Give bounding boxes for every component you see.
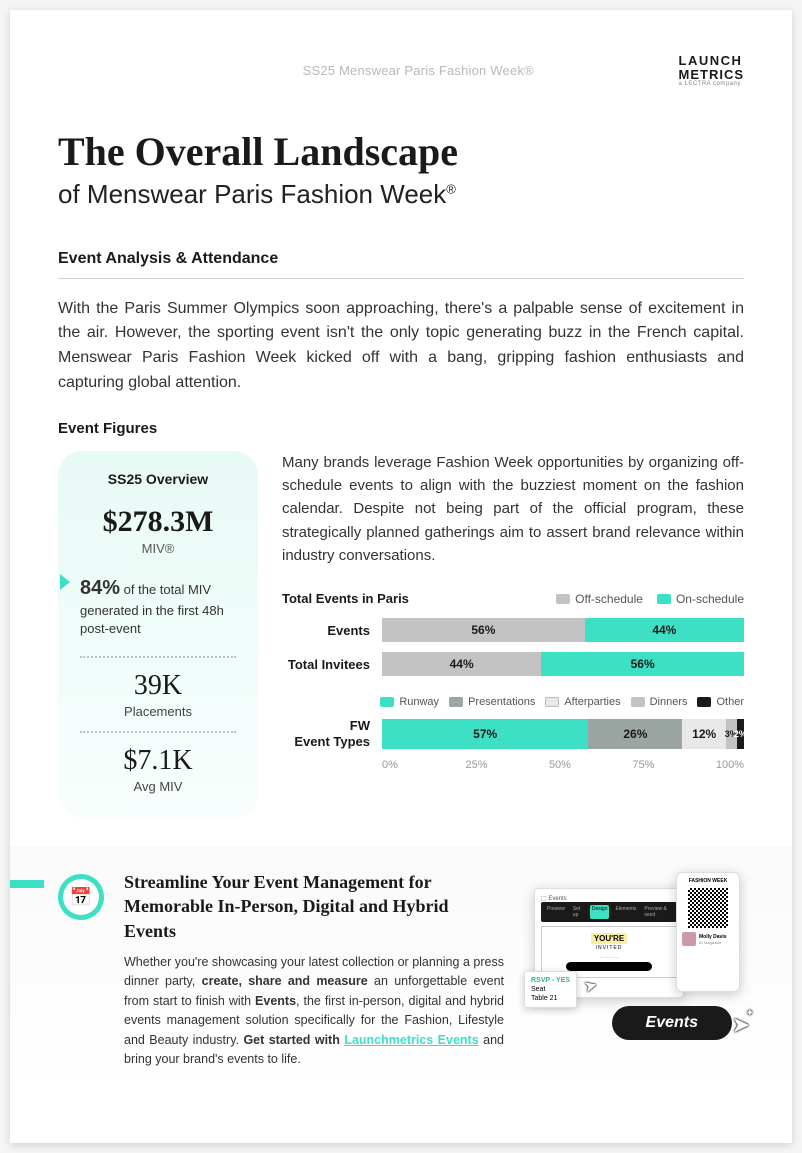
- qr-icon: [688, 888, 728, 928]
- overview-miv-label: MIV®: [74, 541, 242, 556]
- mock-tabs: PreviewSet upDesignElementsPreview & sen…: [541, 902, 677, 922]
- legend-item: Afterparties: [545, 696, 620, 708]
- chart1-legend: Off-schedule On-schedule: [556, 592, 744, 606]
- axis-tick: 75%: [632, 759, 715, 771]
- cta-text: Streamline Your Event Management for Mem…: [124, 870, 504, 1069]
- overview-avgmiv-value: $7.1K: [74, 745, 242, 777]
- chart2-row: FW Event Types 57%26%12%3%2%: [282, 718, 744, 749]
- bar-row: Total Invitees44%56%: [282, 652, 744, 676]
- ss25-overview-card: SS25 Overview $278.3M MIV® 84% of the to…: [58, 451, 258, 818]
- legend-item: Other: [697, 696, 744, 708]
- bar-segment: 2%: [737, 719, 744, 749]
- legend-item: Off-schedule: [556, 592, 643, 606]
- swatch-icon: [449, 697, 463, 707]
- mock-invite-word: YOU'RE: [591, 933, 627, 944]
- bar-track: 56%44%: [382, 618, 744, 642]
- bar-segment: 44%: [585, 618, 744, 642]
- section-event-analysis: Event Analysis & Attendance: [58, 250, 744, 279]
- chart2-row-label: FW Event Types: [282, 718, 382, 749]
- logo-sub: a LECTRA company: [679, 81, 745, 87]
- swatch-icon: [631, 697, 645, 707]
- section-event-figures: Event Figures: [58, 420, 744, 437]
- legend-item: On-schedule: [657, 592, 744, 606]
- calendar-icon: 📅: [63, 879, 99, 915]
- chart2-legend: Runway Presentations Afterparties Dinners Ot…: [282, 696, 744, 708]
- figures-description: Many brands leverage Fashion Week opport…: [282, 451, 744, 567]
- bar-segment: 12%: [682, 719, 725, 749]
- overview-placements-label: Placements: [74, 704, 242, 719]
- top-header: SS25 Menswear Paris Fashion Week® LAUNCH…: [58, 54, 744, 88]
- swatch-icon: [545, 697, 559, 707]
- cta-heading: Streamline Your Event Management for Mem…: [124, 870, 504, 943]
- launchmetrics-logo: LAUNCH METRICS a LECTRA company: [679, 54, 745, 88]
- axis-tick: 100%: [716, 759, 744, 771]
- arrow-icon: [60, 574, 70, 590]
- events-button[interactable]: Events: [612, 1006, 732, 1040]
- chart1-header-row: Total Events in Paris Off-schedule On-sch…: [282, 591, 744, 606]
- bar-label: Total Invitees: [282, 657, 382, 672]
- logo-line1: LAUNCH: [679, 54, 745, 68]
- bar-segment: 57%: [382, 719, 588, 749]
- bar-segment: 26%: [588, 719, 682, 749]
- cursor-click-icon: ➤: [732, 1012, 750, 1038]
- overview-miv-value: $278.3M: [74, 505, 242, 539]
- bar-segment: 56%: [541, 652, 744, 676]
- cta-visual-mockup: ⬚ Events PreviewSet upDesignElementsPrev…: [524, 870, 744, 1040]
- axis-tick: 25%: [465, 759, 548, 771]
- legend-item: Presentations: [449, 696, 535, 708]
- chart1-bars: Events56%44%Total Invitees44%56%: [282, 618, 744, 676]
- swatch-icon: [697, 697, 711, 707]
- breadcrumb: SS25 Menswear Paris Fashion Week®: [158, 63, 679, 78]
- mock-phone: FASHION WEEK Molly Davis ID Magazine: [676, 872, 740, 992]
- overview-avgmiv-label: Avg MIV: [74, 779, 242, 794]
- bar-segment: 56%: [382, 618, 585, 642]
- bar-label: Events: [282, 623, 382, 638]
- intro-paragraph: With the Paris Summer Olympics soon appr…: [58, 297, 744, 396]
- divider: [80, 656, 236, 658]
- bar-segment: 44%: [382, 652, 541, 676]
- overview-title: SS25 Overview: [74, 471, 242, 487]
- divider: [80, 731, 236, 733]
- cta-accent-bar: [10, 880, 44, 888]
- axis-tick: 0%: [382, 759, 465, 771]
- axis-tick: 50%: [549, 759, 632, 771]
- overview-pct-value: 84%: [80, 577, 120, 599]
- figures-row: SS25 Overview $278.3M MIV® 84% of the to…: [58, 451, 744, 818]
- cta-link[interactable]: Launchmetrics Events: [344, 1033, 478, 1047]
- legend-item: Runway: [380, 696, 439, 708]
- legend-item: Dinners: [631, 696, 688, 708]
- page-title: The Overall Landscape: [58, 128, 744, 175]
- overview-pct-block: 84% of the total MIV generated in the fi…: [74, 574, 242, 638]
- figures-right-column: Many brands leverage Fashion Week opport…: [282, 451, 744, 818]
- cta-body: Whether you're showcasing your latest co…: [124, 953, 504, 1069]
- page-subtitle: of Menswear Paris Fashion Week®: [58, 179, 744, 210]
- swatch-icon: [556, 594, 570, 604]
- swatch-icon: [380, 697, 394, 707]
- swatch-icon: [657, 594, 671, 604]
- logo-line2: METRICS: [679, 68, 745, 82]
- chart1-title: Total Events in Paris: [282, 591, 409, 606]
- mock-rsvp-card: RSVP - YES Seat Table 21: [524, 971, 577, 1008]
- overview-placements-value: 39K: [74, 670, 242, 702]
- bar-track: 44%56%: [382, 652, 744, 676]
- cta-icon-wrap: 📅: [58, 874, 104, 920]
- bar-row: Events56%44%: [282, 618, 744, 642]
- chart2-axis: 0%25%50%75%100%: [282, 759, 744, 771]
- cta-block: 📅 Streamline Your Event Management for M…: [10, 846, 792, 1099]
- chart2-bar-track: 57%26%12%3%2%: [382, 719, 744, 749]
- report-page: SS25 Menswear Paris Fashion Week® LAUNCH…: [10, 10, 792, 1143]
